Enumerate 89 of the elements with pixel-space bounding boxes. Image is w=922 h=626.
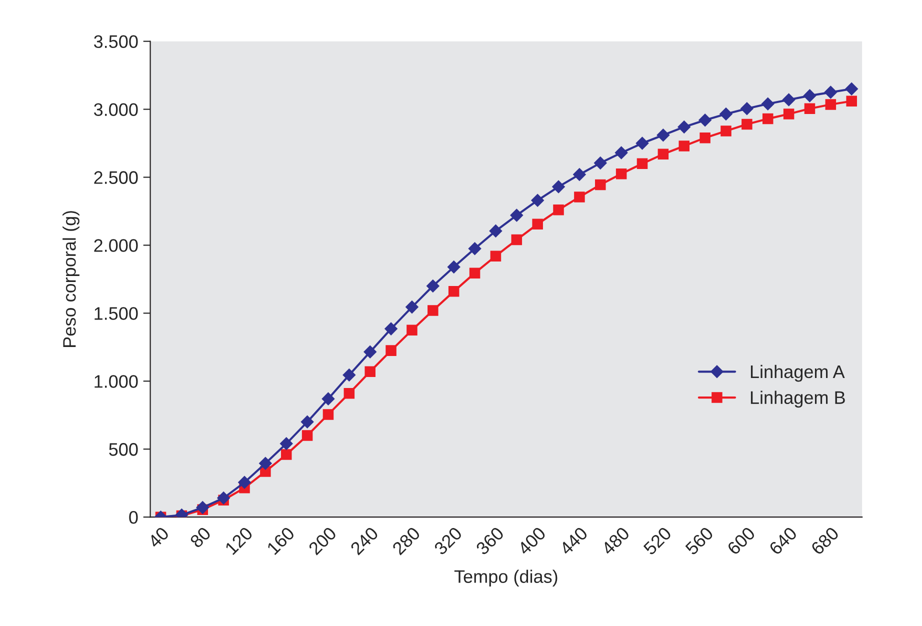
point [656, 128, 670, 142]
x-tick-label: 600 [726, 526, 756, 556]
point [364, 366, 376, 378]
point [720, 108, 732, 120]
x-tick-label: 240 [350, 526, 379, 556]
point [700, 132, 710, 144]
point [574, 192, 585, 202]
point [573, 168, 586, 181]
point [196, 501, 210, 514]
point [531, 194, 544, 207]
x-tick-label: 520 [642, 526, 672, 556]
point [344, 388, 355, 399]
point [489, 224, 502, 238]
point [614, 146, 628, 160]
y-tick-label: 3.500 [94, 35, 138, 48]
x-tick-label: 40 [147, 526, 170, 549]
point [448, 286, 460, 297]
point [259, 456, 272, 470]
point [698, 114, 712, 127]
point [804, 103, 816, 114]
point [428, 305, 438, 316]
point [824, 86, 838, 99]
point [553, 204, 564, 216]
point [280, 437, 293, 450]
x-tick-label: 360 [475, 526, 505, 556]
point [742, 118, 752, 130]
y-tick-label: 0 [129, 511, 138, 524]
x-tick-label: 640 [768, 526, 798, 556]
x-tick-label: 160 [266, 526, 296, 556]
point [761, 97, 774, 110]
point [845, 82, 858, 96]
point [322, 409, 334, 420]
point [511, 234, 522, 246]
y-tick-label: 2.500 [94, 171, 138, 184]
point [552, 180, 565, 194]
point [846, 96, 857, 107]
point [364, 346, 377, 358]
x-tick-label: 120 [224, 526, 254, 556]
point [510, 208, 524, 222]
point [616, 168, 627, 180]
point [468, 242, 482, 256]
y-tick-label: 3.000 [94, 103, 138, 116]
point [658, 148, 669, 160]
x-tick-label: 680 [810, 526, 840, 556]
point [386, 345, 396, 356]
x-tick-label: 440 [558, 526, 588, 556]
point [490, 250, 502, 262]
point [342, 368, 356, 382]
point [447, 260, 460, 274]
point [302, 430, 313, 441]
point [720, 126, 732, 136]
point [532, 218, 543, 230]
point [740, 102, 754, 116]
point [406, 300, 418, 314]
x-tick-label: 80 [189, 526, 212, 548]
point [426, 280, 440, 292]
point [322, 392, 335, 406]
point [678, 140, 690, 152]
x-tick-label: 400 [516, 526, 546, 556]
point [678, 120, 691, 134]
y-axis-title: Peso corporal (g) [62, 211, 80, 347]
point [636, 158, 648, 170]
point [406, 324, 418, 336]
x-tick-label: 560 [684, 526, 714, 556]
point [300, 416, 314, 428]
point [783, 108, 794, 120]
legend-label: Linhagem B [750, 390, 845, 408]
point [825, 99, 836, 110]
x-tick-label: 320 [433, 526, 463, 556]
x-tick-label: 480 [600, 526, 630, 556]
point [595, 179, 606, 190]
y-tick-label: 1.000 [94, 375, 138, 388]
y-tick-label: 2.000 [94, 239, 138, 252]
y-tick-label: 500 [109, 443, 138, 456]
x-tick-label: 200 [308, 526, 338, 556]
point [469, 268, 480, 278]
point [384, 322, 398, 336]
x-tick-label: 280 [392, 526, 421, 556]
x-axis-title: Tempo (dias) [454, 570, 558, 587]
y-tick-label: 1.500 [94, 307, 138, 320]
legend-label: Linhagem A [750, 364, 845, 382]
point [217, 492, 230, 504]
point [803, 89, 816, 102]
point [782, 93, 796, 106]
point [762, 113, 774, 124]
point [280, 449, 292, 460]
point [636, 136, 649, 150]
point [594, 156, 607, 170]
point [238, 476, 251, 489]
